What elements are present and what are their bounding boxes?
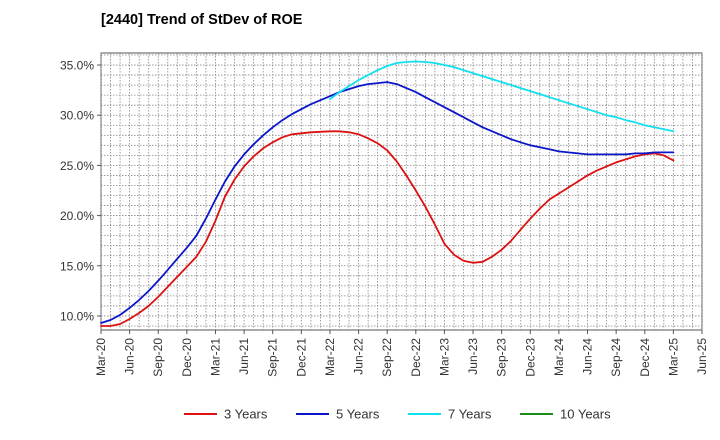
x-tick-label: Dec-20 <box>180 338 194 377</box>
x-tick-label: Jun-25 <box>695 338 709 375</box>
x-tick-label: Jun-22 <box>352 338 366 375</box>
x-tick-label: Sep-23 <box>495 338 509 377</box>
x-tick-label: Dec-21 <box>294 338 308 377</box>
chart-title: [2440] Trend of StDev of ROE <box>101 12 303 28</box>
y-tick-label: 35.0% <box>60 59 94 73</box>
legend-label: 10 Years <box>560 407 611 422</box>
y-tick-label: 15.0% <box>60 259 94 273</box>
x-tick-label: Jun-21 <box>237 338 251 375</box>
x-tick-label: Mar-21 <box>208 338 222 376</box>
x-tick-label: Sep-21 <box>266 338 280 377</box>
x-tick-label: Mar-22 <box>323 338 337 376</box>
plot-area <box>100 52 703 331</box>
y-tick-label: 25.0% <box>60 159 94 173</box>
y-tick-label: 30.0% <box>60 109 94 123</box>
x-tick-label: Dec-24 <box>638 338 652 377</box>
grid <box>100 53 703 330</box>
series-lines <box>100 60 675 327</box>
x-tick-label: Mar-20 <box>94 338 108 376</box>
y-axis-ticks: 10.0% 15.0% 20.0% 25.0% 30.0% 35.0% <box>60 59 101 323</box>
legend-label: 3 Years <box>224 407 268 422</box>
legend-item: 3 Years <box>184 407 268 422</box>
legend-item: 7 Years <box>408 407 492 422</box>
series-line-3-years <box>100 130 675 327</box>
x-tick-label: Mar-24 <box>552 338 566 376</box>
series-line-5-years <box>100 81 675 324</box>
x-tick-label: Mar-25 <box>666 338 680 376</box>
x-tick-label: Jun-24 <box>581 338 595 375</box>
legend-item: 10 Years <box>520 407 611 422</box>
x-tick-label: Sep-20 <box>151 338 165 377</box>
x-tick-label: Dec-23 <box>523 338 537 377</box>
legend: 3 Years 5 Years 7 Years 10 Years <box>184 407 611 422</box>
legend-label: 7 Years <box>448 407 492 422</box>
legend-item: 5 Years <box>296 407 380 422</box>
x-tick-label: Jun-23 <box>466 338 480 375</box>
series-line-7-years <box>329 60 675 133</box>
x-tick-label: Jun-20 <box>123 338 137 375</box>
x-tick-label: Dec-22 <box>409 338 423 377</box>
x-axis-ticks: Mar-20 Jun-20 Sep-20 Dec-20 Mar-21 Jun-21 Sep-… <box>94 330 709 377</box>
x-tick-label: Sep-24 <box>609 338 623 377</box>
y-tick-label: 20.0% <box>60 209 94 223</box>
legend-label: 5 Years <box>336 407 380 422</box>
x-tick-label: Sep-22 <box>380 338 394 377</box>
y-tick-label: 10.0% <box>60 309 94 323</box>
x-tick-label: Mar-23 <box>437 338 451 376</box>
